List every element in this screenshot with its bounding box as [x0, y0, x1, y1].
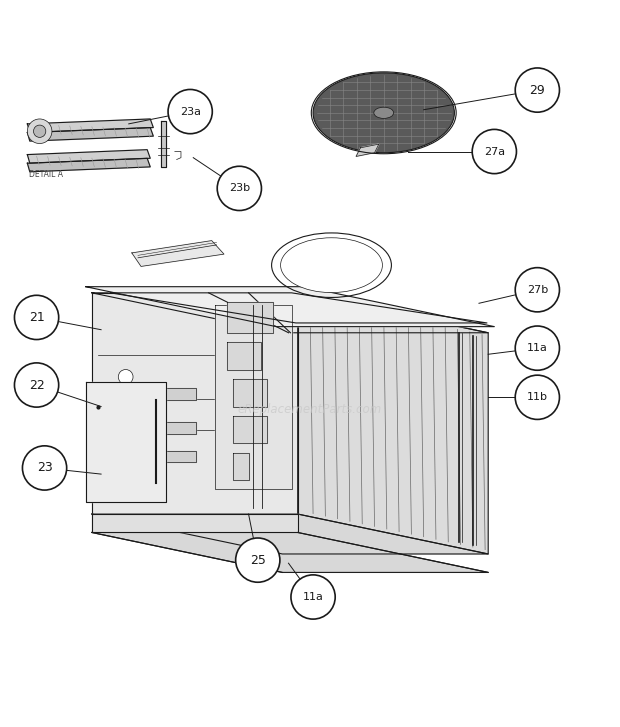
- Polygon shape: [298, 293, 488, 554]
- Polygon shape: [27, 119, 153, 132]
- Ellipse shape: [313, 73, 454, 153]
- Circle shape: [515, 375, 559, 419]
- Circle shape: [515, 268, 559, 312]
- Polygon shape: [92, 293, 488, 333]
- Circle shape: [515, 326, 559, 370]
- Text: 11b: 11b: [527, 393, 548, 402]
- Circle shape: [27, 119, 52, 143]
- Polygon shape: [92, 514, 298, 532]
- Ellipse shape: [281, 238, 383, 292]
- Polygon shape: [132, 241, 224, 266]
- Polygon shape: [227, 342, 261, 369]
- Text: 23: 23: [37, 462, 53, 475]
- Polygon shape: [27, 150, 150, 163]
- Circle shape: [291, 575, 335, 619]
- Text: eReplacementParts.com: eReplacementParts.com: [238, 403, 382, 416]
- Text: 29: 29: [529, 84, 545, 97]
- Text: 23a: 23a: [180, 107, 201, 116]
- Text: 22: 22: [29, 379, 45, 392]
- Polygon shape: [86, 382, 166, 502]
- Polygon shape: [92, 532, 488, 572]
- Polygon shape: [110, 451, 197, 462]
- Text: 11a: 11a: [303, 592, 324, 602]
- Polygon shape: [161, 121, 166, 167]
- Polygon shape: [92, 514, 488, 554]
- Polygon shape: [110, 422, 197, 434]
- Polygon shape: [86, 286, 494, 326]
- Circle shape: [22, 446, 67, 490]
- Circle shape: [515, 68, 559, 112]
- Polygon shape: [233, 379, 267, 406]
- Polygon shape: [27, 127, 153, 141]
- Polygon shape: [27, 158, 150, 172]
- Circle shape: [14, 295, 59, 340]
- Polygon shape: [227, 302, 273, 333]
- Circle shape: [236, 538, 280, 582]
- Polygon shape: [356, 144, 379, 156]
- Polygon shape: [233, 416, 267, 443]
- Polygon shape: [92, 293, 298, 514]
- Polygon shape: [110, 388, 197, 401]
- Text: 11a: 11a: [527, 343, 548, 353]
- Circle shape: [217, 166, 262, 211]
- Circle shape: [472, 129, 516, 174]
- Ellipse shape: [374, 107, 394, 119]
- Circle shape: [168, 89, 212, 134]
- Text: DETAIL A: DETAIL A: [29, 170, 63, 180]
- Circle shape: [14, 363, 59, 407]
- Text: 23b: 23b: [229, 183, 250, 193]
- Polygon shape: [233, 453, 249, 481]
- Text: 27a: 27a: [484, 147, 505, 156]
- Text: 27b: 27b: [527, 285, 548, 294]
- Text: 21: 21: [29, 311, 45, 324]
- Circle shape: [118, 369, 133, 385]
- Polygon shape: [215, 305, 291, 489]
- Text: 25: 25: [250, 554, 266, 566]
- Circle shape: [33, 125, 46, 137]
